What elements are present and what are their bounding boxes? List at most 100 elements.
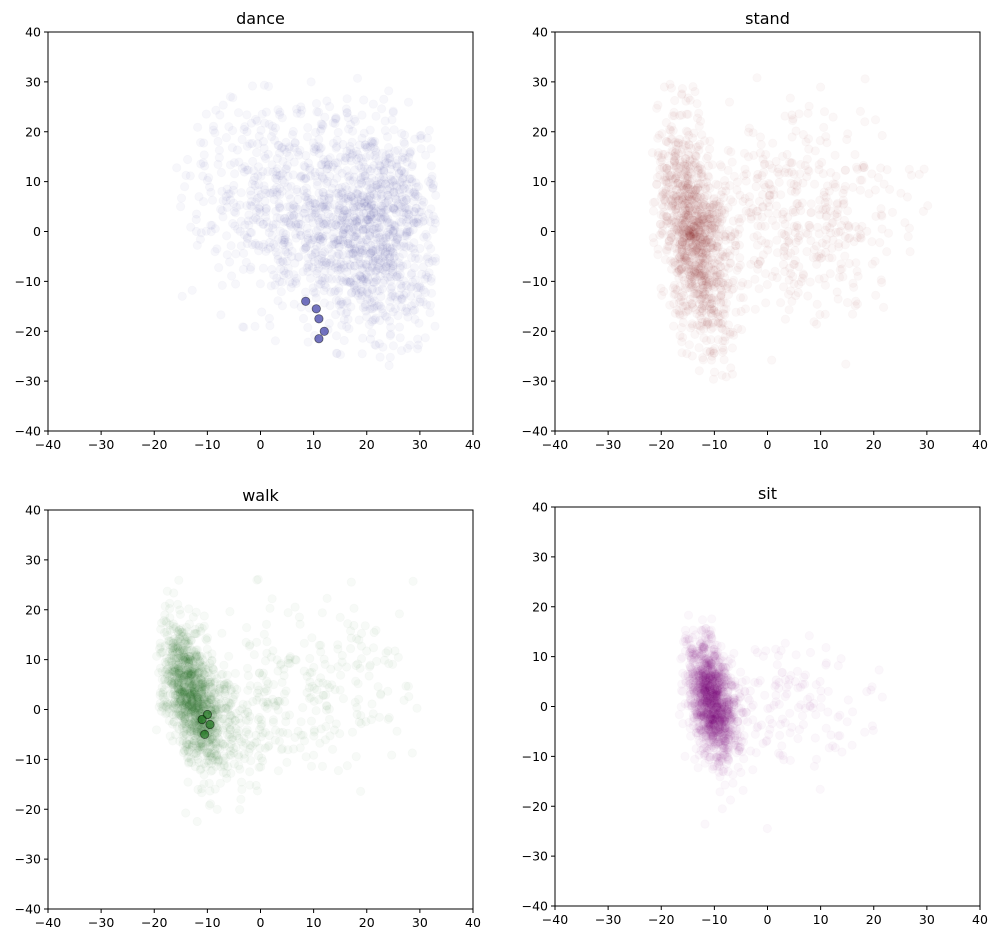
scatter-point — [695, 109, 703, 117]
scatter-point — [821, 310, 829, 318]
scatter-point — [361, 172, 369, 180]
scatter-point — [278, 187, 286, 195]
scatter-point — [257, 754, 265, 762]
scatter-point — [258, 308, 266, 316]
scatter-point — [320, 175, 328, 183]
scatter-point — [729, 276, 737, 284]
scatter-point — [851, 222, 859, 230]
scatter-point — [810, 245, 818, 253]
scatter-point — [820, 123, 828, 131]
scatter-point — [424, 241, 432, 249]
scatter-point — [314, 108, 322, 116]
scatter-point — [358, 111, 366, 119]
scatter-point — [273, 165, 281, 173]
scatter-point — [218, 629, 226, 637]
scatter-point — [389, 342, 397, 350]
scatter-point — [673, 222, 681, 230]
scatter-point — [177, 194, 185, 202]
scatter-point — [865, 190, 873, 198]
scatter-point — [699, 356, 707, 364]
scatter-point — [378, 192, 386, 200]
scatter-point — [193, 817, 201, 825]
scatter-point — [319, 188, 327, 196]
scatter-point — [682, 127, 690, 135]
scatter-point — [307, 762, 315, 770]
scatter-point — [348, 728, 356, 736]
scatter-point — [850, 237, 858, 245]
y-tick-label: −10 — [15, 752, 41, 767]
scatter-point — [197, 714, 207, 725]
scatter-point — [165, 657, 173, 665]
scatter-point — [165, 640, 173, 648]
scatter-point — [654, 251, 662, 259]
scatter-point — [217, 168, 225, 176]
x-axis: −40 −30 −20 −10 0 10 20 30 40 — [35, 431, 481, 452]
scatter-point — [301, 296, 311, 306]
scatter-point — [342, 219, 350, 227]
scatter-point — [258, 671, 266, 679]
scatter-point — [222, 232, 230, 240]
x-tick-label: −20 — [141, 915, 167, 930]
scatter-point — [303, 133, 311, 141]
scatter-point — [304, 123, 312, 131]
scatter-point — [304, 338, 312, 346]
scatter-point — [797, 278, 805, 286]
scatter-point — [316, 198, 324, 206]
scatter-point — [682, 155, 690, 163]
x-tick-label: 30 — [919, 437, 935, 452]
scatter-point — [252, 781, 260, 789]
scatter-point — [322, 701, 330, 709]
scatter-point — [343, 762, 351, 770]
scatter-point — [377, 166, 385, 174]
scatter-point — [229, 94, 237, 102]
scatter-point — [288, 279, 296, 287]
scatter-point — [166, 690, 174, 698]
scatter-point — [217, 311, 225, 319]
scatter-point — [244, 166, 252, 174]
scatter-point — [386, 172, 394, 180]
scatter-point — [283, 758, 291, 766]
scatter-point — [310, 726, 318, 734]
scatter-point — [173, 683, 181, 691]
scatter-point — [200, 729, 210, 740]
scatter-point — [827, 168, 835, 176]
scatter-point — [701, 239, 709, 247]
scatter-point — [730, 331, 738, 339]
scatter-point — [747, 215, 755, 223]
scatter-point — [871, 257, 879, 265]
y-tick-label: 0 — [33, 224, 41, 239]
scatter-point — [741, 305, 749, 313]
scatter-point — [314, 334, 324, 344]
scatter-point — [365, 663, 373, 671]
scatter-point — [219, 768, 227, 776]
scatter-point — [227, 769, 235, 777]
scatter-point — [317, 641, 325, 649]
scatter-point — [716, 218, 724, 226]
scatter-point — [231, 669, 239, 677]
scatter-point — [323, 594, 331, 602]
scatter-point — [206, 787, 214, 795]
scatter-point — [293, 185, 301, 193]
scatter-point — [237, 738, 245, 746]
scatter-point — [431, 322, 439, 330]
scatter-point — [243, 239, 251, 247]
scatter-point — [184, 778, 192, 786]
scatter-point — [820, 274, 828, 282]
scatter-point — [849, 279, 857, 287]
scatter-point — [404, 98, 412, 106]
scatter-point — [186, 725, 194, 733]
scatter-point — [763, 280, 771, 288]
scatter-point — [282, 217, 290, 225]
y-tick-label: −10 — [522, 274, 548, 289]
scatter-point — [303, 196, 311, 204]
scatter-point — [242, 258, 250, 266]
scatter-point — [332, 332, 340, 340]
scatter-point — [317, 251, 325, 259]
scatter-point — [649, 198, 657, 206]
scatter-point — [720, 209, 728, 217]
scatter-point — [678, 349, 686, 357]
scatter-point — [731, 241, 739, 249]
scatter-point — [202, 763, 210, 771]
